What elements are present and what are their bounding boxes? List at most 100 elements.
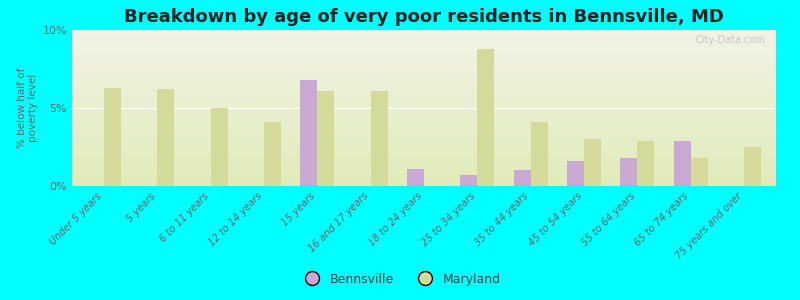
Bar (72, 60, 776, 61)
Bar (72, 103, 776, 105)
Bar (72, 106, 776, 108)
Bar (370, 91, 388, 186)
Bar (72, 83, 776, 85)
Bar (72, 105, 776, 106)
Bar (638, 141, 654, 186)
Bar (72, 117, 776, 119)
Bar (72, 36, 776, 38)
Bar (72, 66, 776, 68)
Bar (72, 63, 776, 64)
Bar (318, 91, 334, 186)
Bar (72, 61, 776, 63)
Bar (72, 180, 776, 181)
Y-axis label: % below half of
poverty level: % below half of poverty level (17, 68, 38, 148)
Bar (620, 158, 638, 186)
Bar (72, 170, 776, 172)
Bar (72, 161, 776, 163)
Bar (72, 148, 776, 150)
Bar (72, 68, 776, 69)
Bar (158, 89, 174, 186)
Bar (72, 128, 776, 130)
Bar (72, 172, 776, 173)
Bar (460, 175, 478, 186)
Bar (72, 50, 776, 52)
Bar (72, 147, 776, 148)
Bar (72, 153, 776, 155)
Bar (584, 139, 601, 186)
Bar (72, 75, 776, 77)
Bar (674, 141, 690, 186)
Bar (72, 144, 776, 146)
Text: City-Data.com: City-Data.com (696, 35, 766, 45)
Bar (72, 56, 776, 58)
Bar (72, 131, 776, 133)
Bar (72, 111, 776, 113)
Bar (300, 80, 318, 186)
Bar (72, 89, 776, 91)
Bar (72, 70, 776, 72)
Bar (72, 49, 776, 50)
Bar (72, 30, 776, 31)
Bar (72, 164, 776, 166)
Bar (72, 119, 776, 121)
Bar (72, 53, 776, 55)
Bar (72, 44, 776, 46)
Bar (72, 43, 776, 44)
Bar (72, 47, 776, 49)
Bar (72, 99, 776, 100)
Bar (72, 113, 776, 114)
Bar (72, 102, 776, 103)
Bar (72, 125, 776, 127)
Bar (744, 147, 761, 186)
Bar (72, 82, 776, 83)
Bar (72, 184, 776, 186)
Bar (72, 35, 776, 36)
Bar (72, 139, 776, 141)
Bar (72, 52, 776, 53)
Bar (72, 33, 776, 35)
Bar (72, 163, 776, 164)
Bar (567, 161, 584, 186)
Bar (72, 114, 776, 116)
Bar (72, 173, 776, 175)
Bar (407, 169, 424, 186)
Bar (210, 108, 228, 186)
Bar (72, 100, 776, 102)
Bar (72, 124, 776, 125)
Bar (72, 122, 776, 124)
Title: Breakdown by age of very poor residents in Bennsville, MD: Breakdown by age of very poor residents … (124, 8, 724, 26)
Bar (478, 49, 494, 186)
Bar (72, 167, 776, 169)
Bar (72, 39, 776, 41)
Bar (690, 158, 708, 186)
Bar (72, 160, 776, 161)
Bar (72, 142, 776, 144)
Bar (530, 122, 548, 186)
Bar (72, 72, 776, 74)
Bar (72, 175, 776, 177)
Bar (72, 85, 776, 86)
Bar (72, 134, 776, 136)
Bar (72, 138, 776, 139)
Bar (72, 127, 776, 128)
Bar (72, 136, 776, 138)
Bar (72, 97, 776, 99)
Bar (72, 169, 776, 170)
Bar (72, 116, 776, 117)
Bar (72, 110, 776, 111)
Bar (72, 181, 776, 183)
Bar (72, 178, 776, 180)
Bar (72, 80, 776, 82)
Bar (72, 69, 776, 70)
Bar (72, 74, 776, 75)
Bar (72, 166, 776, 167)
Bar (72, 55, 776, 56)
Bar (72, 183, 776, 184)
Bar (72, 92, 776, 94)
Bar (72, 158, 776, 160)
Bar (514, 170, 530, 186)
Bar (72, 141, 776, 142)
Bar (72, 130, 776, 131)
Bar (72, 78, 776, 80)
Bar (72, 88, 776, 89)
